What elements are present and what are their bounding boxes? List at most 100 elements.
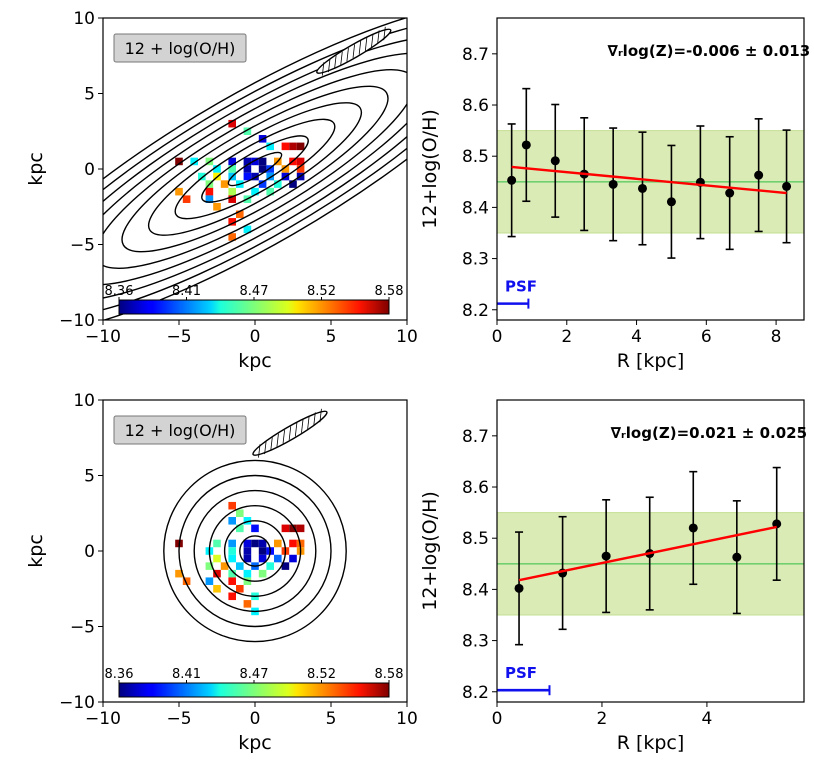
psf-hatch-line [346,48,349,62]
gradient-annotation: ∇ᵣlog(Z)=0.021 ± 0.025 [611,424,807,442]
x-tick-label: 5 [326,709,337,729]
y-tick-label: 5 [84,85,95,105]
map-pixel [281,524,290,533]
x-tick-label: 2 [561,327,572,347]
data-point [732,552,742,562]
map-pixel [228,195,236,203]
psf-hatch-line [371,33,374,48]
contour-ellipse [103,69,407,269]
x-tick-label: 0 [492,327,503,347]
psf-hatch-line [340,51,343,66]
x-tick-label: −10 [85,709,121,729]
map-pixel [243,517,252,525]
map-pixel [228,539,236,548]
colorbar [118,682,390,698]
psf-hatch-line [264,440,267,455]
y-tick-label: −10 [59,693,95,713]
map-pixel [281,142,290,151]
model-contours [163,459,347,643]
psf-hatch-line [313,412,316,426]
map-pixel [175,187,183,196]
psf-hatch-line [377,30,380,44]
psf-hatch-line [358,40,362,55]
map-pixel [236,584,244,593]
map-pixel [258,165,267,173]
y-tick-label: 8.7 [462,427,489,447]
colorbar-tick-label: 8.47 [240,667,269,682]
map-pixel [289,539,297,548]
x-tick-label: 0 [250,327,261,347]
map-pixel [281,165,290,173]
x-tick-label: 0 [250,709,261,729]
legend-label: 12 + log(O/H) [125,421,236,440]
psf-hatch-line [258,444,261,458]
data-point [688,523,698,533]
contour-ellipse [121,85,389,253]
x-tick-label: 2 [597,709,608,729]
contour-ellipse [208,505,302,598]
map-pixel [228,569,236,578]
psf-hatch-line [270,437,273,451]
map-pixel [289,554,297,563]
map-pixel [243,225,252,234]
map-pixel [251,539,259,548]
map-pixel [228,501,236,510]
map-pixel [258,539,267,548]
map-pixel [236,524,244,533]
contour-ellipse [163,459,347,643]
map-pixel [258,157,267,166]
data-point [754,170,764,180]
x-tick-label: −10 [85,327,121,347]
metallicity-pixels [175,119,305,241]
map-pixel [258,180,267,188]
map-pixel [236,509,244,518]
x-tick-label: 10 [396,327,418,347]
x-tick-label: 5 [326,327,337,347]
contour-ellipse [227,151,283,187]
contour-ellipse [193,489,317,613]
map-pixel [228,517,236,525]
map-pixel [274,554,282,563]
plot-frame [496,399,805,703]
map-pixel [243,547,252,555]
map-pixel [205,577,214,585]
colorbar [118,299,390,315]
map-pixel [243,554,252,563]
map-pixel [175,157,183,166]
colorbar-tick-label: 8.41 [172,667,201,682]
metallicity-pixels [175,501,305,616]
map-plot-area [163,408,347,643]
map-plot-area [103,18,407,320]
data-points [514,466,782,646]
map-pixel [296,165,305,173]
colorbar-tick-label: 8.36 [105,284,134,299]
map-pixel [220,180,229,188]
contour-ellipse [103,35,407,303]
x-tick-label: 8 [771,327,782,347]
psf-hatch-line [288,426,292,440]
map-pixel [243,539,252,548]
contour-ellipse [147,102,363,236]
map-pixel [228,592,236,601]
map-pixel [228,233,236,241]
contour-ellipse [239,535,271,567]
map-pixel [213,202,221,211]
map-pixel [243,157,252,166]
y-tick-label: −5 [70,236,95,256]
y-tick-label: 8.2 [462,301,489,321]
map-pixel [228,157,236,166]
colorbar-tick-label: 8.58 [375,284,404,299]
map-pixel [236,210,244,219]
map-pixel [228,577,236,585]
y-axis-label: kpc [25,534,47,568]
y-tick-label: 8.4 [462,580,489,600]
psf-hatch-line [319,408,322,423]
y-tick-label: 0 [84,542,95,562]
map-pixel [190,157,198,166]
map-pixel [289,142,297,151]
y-tick-label: 8.2 [462,683,489,703]
data-point [782,181,792,191]
map-pixel [228,218,236,226]
psf-hatch-line [383,26,386,41]
map-pixel [274,180,282,188]
